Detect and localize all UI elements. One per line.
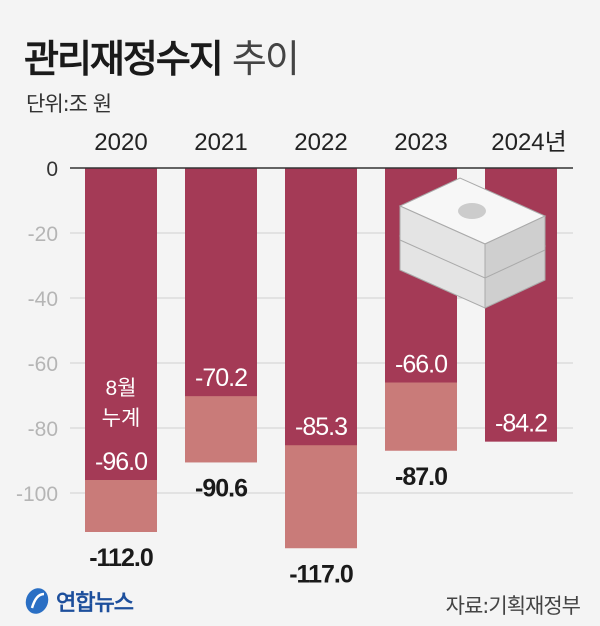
data-label-august: -70.2 [195, 364, 247, 392]
y-tick-label: -100 [16, 483, 58, 506]
yonhap-logo: 연합뉴스 [22, 585, 134, 617]
data-label-full-year: -117.0 [289, 560, 353, 588]
bar-august-cumulative [85, 168, 157, 480]
data-label-august: -84.2 [495, 410, 547, 438]
money-stack-side [484, 215, 546, 279]
money-portrait [458, 203, 486, 219]
unit-label: 단위:조 원 [26, 92, 112, 116]
annotation-line-1: 8월 [106, 377, 137, 400]
bar-august-cumulative [185, 168, 257, 397]
y-tick-label: -20 [28, 223, 58, 246]
data-label-august: -96.0 [95, 448, 147, 476]
x-category-label: 2022 [294, 129, 347, 156]
bar-august-cumulative [285, 168, 357, 446]
chart-title: 관리재정수지 추이 [24, 28, 300, 83]
data-label-august: -85.3 [295, 413, 347, 441]
y-tick-label: -80 [28, 418, 58, 441]
x-category-label: 2023 [394, 129, 447, 156]
data-label-full-year: -112.0 [89, 544, 153, 572]
y-tick-label: 0 [46, 158, 58, 181]
data-label-august: -66.0 [395, 351, 447, 379]
x-category-label: 2024년 [491, 129, 566, 156]
x-category-label: 2021 [194, 129, 247, 156]
title-light: 추이 [231, 37, 300, 81]
data-label-full-year: -87.0 [395, 463, 447, 491]
title-bold: 관리재정수지 [24, 37, 224, 81]
source-label: 자료:기획재정부 [445, 594, 581, 618]
data-label-full-year: -90.6 [195, 474, 247, 502]
logo-text: 연합뉴스 [56, 591, 134, 616]
x-category-label: 2020 [94, 129, 147, 156]
annotation-line-2: 누계 [102, 407, 141, 430]
y-tick-label: -60 [28, 353, 58, 376]
y-tick-label: -40 [28, 288, 58, 311]
yonhap-globe-icon [25, 588, 49, 614]
